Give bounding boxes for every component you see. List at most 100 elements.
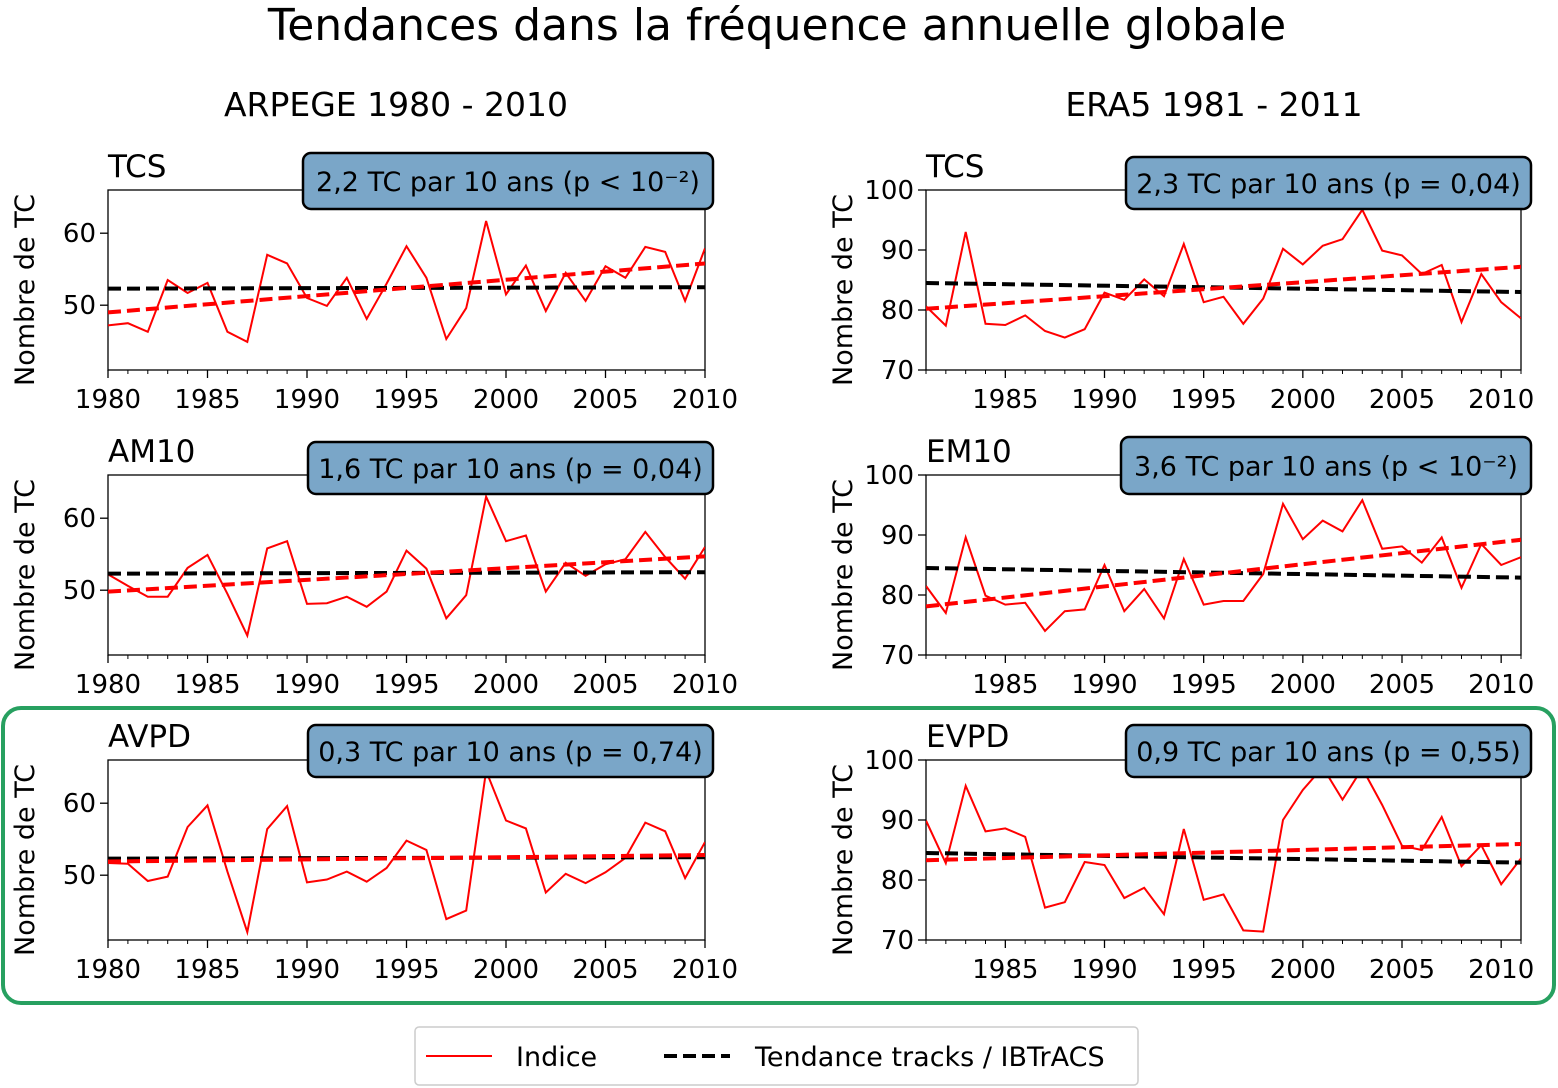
- panel-am10: AM10 1980 1985 1990 1995 2000 2005 2010 50 60 Nomb…: [10, 434, 738, 700]
- x-tick-label: 2010: [1468, 955, 1534, 985]
- x-tick-label: 1980: [75, 670, 141, 700]
- x-tick-label: 2010: [1468, 670, 1534, 700]
- plot-area: [926, 207, 1521, 339]
- index-trend-line: [108, 853, 705, 864]
- y-tick-label: 50: [63, 861, 96, 891]
- x-tick-label: 2005: [1369, 955, 1435, 985]
- x-tick-label: 1990: [1071, 670, 1137, 700]
- y-tick-label: 100: [864, 461, 914, 491]
- panel-avpd: AVPD 1980 1985 1990 1995 2000 2005 2010 50 60 Nomb…: [10, 719, 738, 985]
- plot-area: [926, 498, 1521, 633]
- x-tick-label: 1985: [972, 385, 1038, 415]
- trend-annotation-text: 0,9 TC par 10 ans (p = 0,55): [1136, 737, 1521, 768]
- x-tick-label: 1995: [373, 385, 439, 415]
- reference-trend-line: [108, 855, 705, 861]
- x-tick-label: 2005: [1369, 385, 1435, 415]
- y-axis-label: Nombre de TC: [828, 764, 859, 956]
- x-tick-label: 1980: [75, 955, 141, 985]
- index-trend-line: [108, 554, 705, 594]
- x-tick-label: 1985: [174, 385, 240, 415]
- y-tick-label: 90: [881, 806, 914, 836]
- plot-frame: [925, 759, 1522, 941]
- x-tick-label: 1990: [274, 385, 340, 415]
- plot-area: [108, 766, 705, 937]
- panel-tcs-arpege: TCS 1980 1985 1990 1995 2000 2005 2010 50 60 Nombr…: [10, 149, 738, 415]
- y-tick-label: 90: [881, 236, 914, 266]
- y-tick-label: 50: [63, 576, 96, 606]
- x-tick-label: 2005: [572, 955, 638, 985]
- plot-area: [108, 493, 705, 639]
- x-tick-label: 2000: [473, 955, 539, 985]
- x-tick-label: 2005: [572, 385, 638, 415]
- x-tick-label: 1995: [1171, 670, 1237, 700]
- x-tick-label: 1985: [174, 955, 240, 985]
- y-axis-label: Nombre de TC: [10, 764, 41, 956]
- x-tick-label: 2000: [473, 385, 539, 415]
- trend-annotation-box: [1124, 155, 1533, 211]
- index-series-line: [926, 498, 1521, 633]
- y-tick-label: 90: [881, 521, 914, 551]
- x-tick-label: 1980: [75, 385, 141, 415]
- y-tick-label: 70: [881, 641, 914, 671]
- plot-area: [926, 765, 1521, 933]
- panel-title: EVPD: [926, 719, 1009, 755]
- trend-annotation-box: [306, 440, 715, 496]
- plot-frame: [107, 474, 706, 656]
- trend-annotation-box: [306, 723, 715, 779]
- legend-trend-label: Tendance tracks / IBTrACS: [754, 1042, 1105, 1073]
- index-trend-line: [926, 842, 1521, 863]
- x-tick-label: 1990: [274, 670, 340, 700]
- index-series-line: [108, 493, 705, 639]
- highlight-frame: [1, 706, 1556, 1005]
- trend-annotation-text: 2,2 TC par 10 ans (p < 10⁻²): [316, 167, 700, 198]
- trend-annotation-text: 0,3 TC par 10 ans (p = 0,74): [318, 737, 703, 768]
- x-tick-label: 2000: [473, 670, 539, 700]
- x-tick-label: 1990: [1071, 385, 1137, 415]
- trend-annotation-text: 3,6 TC par 10 ans (p < 10⁻²): [1134, 452, 1518, 483]
- x-tick-label: 1990: [274, 955, 340, 985]
- x-tick-label: 1995: [373, 670, 439, 700]
- index-trend-line: [926, 537, 1521, 609]
- trend-annotation-box: [1124, 723, 1533, 779]
- x-tick-label: 2000: [1270, 670, 1336, 700]
- trend-annotation-text: 1,6 TC par 10 ans (p = 0,04): [318, 454, 703, 485]
- x-tick-label: 2005: [1369, 670, 1435, 700]
- x-tick-label: 1985: [174, 670, 240, 700]
- plot-frame: [925, 474, 1522, 656]
- y-tick-label: 100: [864, 746, 914, 776]
- right-column-title: ERA5 1981 - 2011: [1065, 85, 1362, 124]
- plot-frame: [925, 189, 1522, 371]
- x-tick-label: 2010: [672, 955, 738, 985]
- y-tick-label: 70: [881, 356, 914, 386]
- panels: TCS 1980 1985 1990 1995 2000 2005 2010 50 60 Nombr…: [10, 149, 1534, 985]
- panel-tcs-era5: TCS 1985 1990 1995 2000 2005 2010 70 80 90 100Nomb…: [828, 149, 1534, 415]
- index-trend-line: [108, 261, 705, 315]
- trend-annotation-text: 2,3 TC par 10 ans (p = 0,04): [1136, 169, 1521, 200]
- trend-annotation-box: [301, 151, 715, 211]
- y-tick-label: 80: [881, 296, 914, 326]
- y-tick-label: 80: [881, 581, 914, 611]
- y-tick-label: 80: [881, 866, 914, 896]
- index-series-line: [926, 765, 1521, 933]
- plot-area: [108, 220, 705, 344]
- y-tick-label: 70: [881, 926, 914, 956]
- trend-annotation-box: [1119, 435, 1533, 496]
- panel-title: TCS: [107, 149, 166, 185]
- x-tick-label: 2005: [572, 670, 638, 700]
- reference-trend-line: [926, 566, 1521, 580]
- legend-index-label: Indice: [516, 1042, 597, 1073]
- index-trend-line: [926, 264, 1521, 311]
- legend: Indice Tendance tracks / IBTrACS: [414, 1026, 1139, 1086]
- x-tick-label: 1995: [1171, 955, 1237, 985]
- x-tick-label: 1985: [972, 670, 1038, 700]
- plot-frame: [107, 189, 706, 371]
- x-tick-label: 1995: [1171, 385, 1237, 415]
- x-tick-label: 1985: [972, 955, 1038, 985]
- panel-title: EM10: [926, 434, 1012, 470]
- y-tick-label: 50: [63, 291, 96, 321]
- legend-box: [414, 1026, 1139, 1086]
- reference-trend-line: [926, 281, 1521, 294]
- y-tick-label: 60: [63, 504, 96, 534]
- reference-trend-line: [108, 570, 705, 576]
